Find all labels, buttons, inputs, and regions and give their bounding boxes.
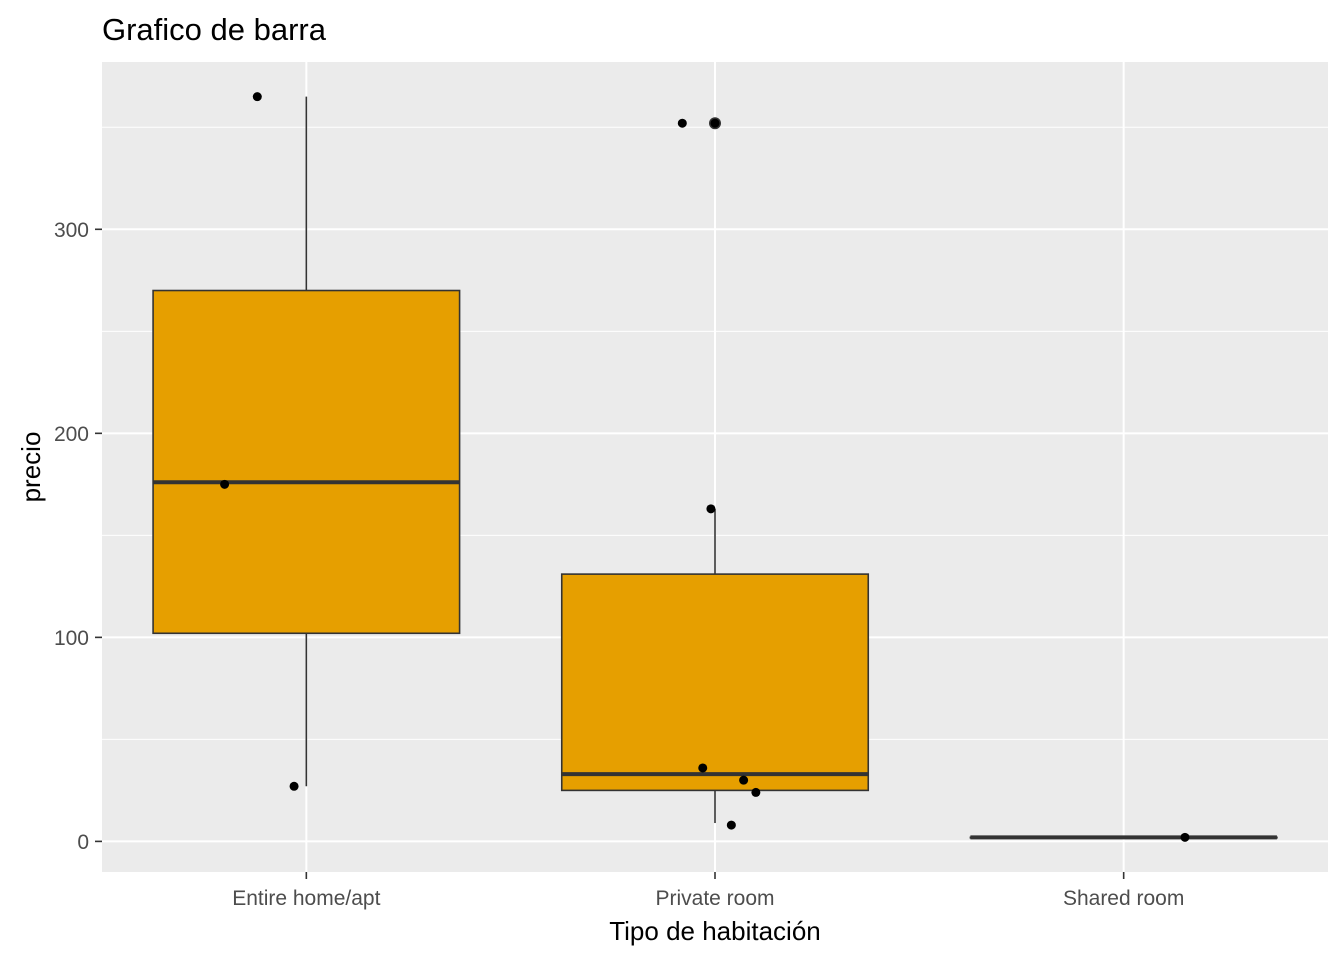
y-tick-label: 100 (54, 627, 89, 650)
data-point (252, 92, 262, 102)
y-tick-label: 200 (54, 423, 89, 446)
box-entire-home-apt (152, 96, 461, 787)
box-private-room (560, 117, 870, 824)
data-point (726, 820, 736, 830)
data-point (677, 118, 687, 128)
data-point (289, 781, 299, 791)
y-tick-label: 0 (77, 831, 89, 854)
data-point (710, 118, 720, 128)
box-shared-room (969, 835, 1278, 840)
y-axis-title: precio (16, 432, 46, 503)
data-point (706, 504, 716, 514)
x-tick-label: Shared room (1063, 887, 1184, 910)
box-iqr (560, 573, 870, 792)
data-point (1180, 832, 1190, 842)
data-point (220, 479, 230, 489)
chart-title: Grafico de barra (102, 12, 327, 47)
points (220, 92, 1190, 842)
y-tick-label: 300 (54, 219, 89, 242)
data-point (739, 775, 749, 785)
x-axis: Entire home/apt Private room Shared room (232, 872, 1184, 910)
data-point (698, 763, 708, 773)
x-tick-label: Private room (655, 887, 774, 910)
x-axis-title: Tipo de habitación (609, 916, 821, 946)
x-tick-label: Entire home/apt (232, 887, 380, 910)
box-iqr (152, 289, 461, 635)
boxes (152, 96, 1278, 840)
y-axis: 0 100 200 300 (54, 219, 102, 854)
data-point (751, 787, 761, 797)
